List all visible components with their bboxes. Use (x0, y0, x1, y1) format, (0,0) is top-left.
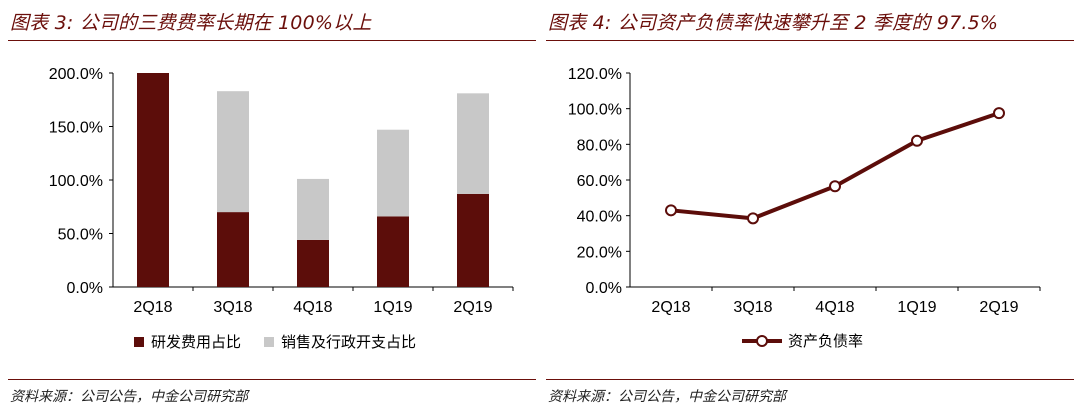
x-tick-label: 4Q18 (293, 299, 332, 316)
bar-segment (217, 212, 249, 287)
series-line (670, 111, 1000, 221)
x-tick-label: 2Q19 (453, 299, 492, 316)
y-tick-label: 100.0% (568, 102, 622, 119)
line-chart: 0.0% 20.0% 40.0% 60.0% 80.0% 100.0% 120.0% 2Q18… (568, 66, 1041, 350)
y-tick-label: 100.0% (49, 173, 103, 190)
left-figure-panel: 图表 3: 公司的三费费率长期在 100%以上 0.0% 50.0% 100.0% 1… (8, 0, 536, 417)
bar-segment (377, 216, 409, 287)
y-tick-label: 60.0% (577, 173, 622, 190)
legend-label: 研发费用占比 (151, 334, 241, 351)
source-note: 资料来源：公司公告，中金公司研究部 (10, 389, 248, 405)
bar-segment (217, 91, 249, 213)
bar-segment (297, 239, 329, 287)
x-tick-label: 2Q19 (979, 299, 1018, 316)
y-tick-label: 80.0% (577, 137, 622, 154)
y-tick-label: 40.0% (577, 209, 622, 226)
right-figure-panel: 图表 4: 公司资产负债率快速攀升至 2 季度的 97.5% 0.0% 20.0%… (546, 0, 1074, 417)
x-tick-label: 2Q18 (651, 299, 690, 316)
legend-swatch-marker (756, 335, 768, 347)
bar-segment (377, 129, 409, 217)
source-divider (8, 379, 536, 380)
y-tick-label: 0.0% (586, 280, 622, 297)
x-tick-label: 4Q18 (815, 299, 854, 316)
x-tick-label: 1Q19 (373, 299, 412, 316)
source-note: 资料来源：公司公告，中金公司研究部 (548, 389, 786, 405)
y-tick-label: 150.0% (49, 120, 103, 137)
figure-title: 图表 3: 公司的三费费率长期在 100%以上 (10, 12, 372, 34)
y-tick-label: 20.0% (577, 244, 622, 261)
figure-title: 图表 4: 公司资产负债率快速攀升至 2 季度的 97.5% (548, 12, 999, 34)
legend-swatch (264, 337, 274, 347)
x-tick-label: 1Q19 (897, 299, 936, 316)
data-point (665, 204, 677, 217)
source-divider (546, 379, 1074, 380)
y-tick-label: 120.0% (568, 66, 622, 83)
title-divider (546, 40, 1074, 41)
x-tick-label: 2Q18 (133, 299, 172, 316)
legend-label: 销售及行政开支占比 (281, 334, 416, 351)
legend-label: 资产负债率 (788, 333, 863, 350)
bar-segment (457, 193, 489, 287)
y-tick-label: 50.0% (58, 227, 103, 244)
legend-swatch (134, 337, 144, 347)
data-point (911, 134, 923, 147)
bar-segment (457, 93, 489, 194)
bar-segment (297, 178, 329, 240)
y-tick-label: 0.0% (67, 280, 103, 297)
title-divider (8, 40, 536, 41)
x-tick-label: 3Q18 (733, 299, 772, 316)
stacked-bar-chart: 0.0% 50.0% 100.0% 150.0% 200.0% 2Q18 3Q18 4Q18 1… (49, 66, 514, 351)
y-tick-label: 200.0% (49, 66, 103, 83)
x-tick-label: 3Q18 (213, 299, 252, 316)
data-point (747, 212, 759, 225)
data-point (993, 107, 1005, 120)
data-point (829, 180, 841, 193)
bar-segment (137, 73, 169, 287)
